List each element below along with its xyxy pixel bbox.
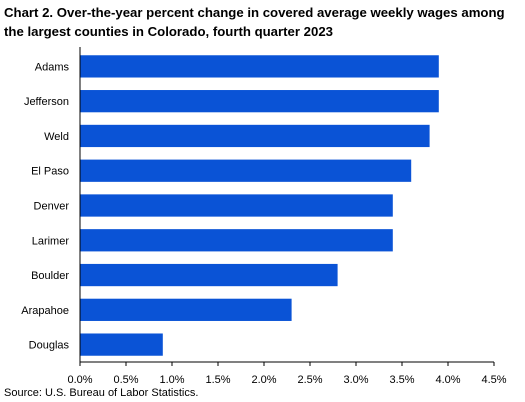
x-tick-label: 3.0% (343, 374, 368, 386)
x-tick-label: 2.0% (251, 374, 276, 386)
bar-arapahoe (80, 298, 292, 321)
bar-adams (80, 55, 439, 78)
category-label: Douglas (29, 340, 70, 352)
x-tick-label: 0.0% (67, 374, 92, 386)
source-note: Source: U.S. Bureau of Labor Statistics. (4, 387, 199, 399)
bar-douglas (80, 333, 163, 356)
category-label: Adams (35, 61, 70, 73)
bar-larimer (80, 229, 393, 252)
category-label: Weld (44, 131, 69, 143)
category-label: Boulder (31, 270, 69, 282)
bar-boulder (80, 263, 338, 287)
x-tick-label: 4.5% (481, 374, 506, 386)
category-label: Jefferson (24, 96, 69, 108)
category-labels: Adams Jefferson Weld El Paso Denver Larimer Bo… (21, 61, 69, 351)
chart-title: Chart 2. Over-the-year percent change in… (4, 5, 505, 39)
x-tick-label: 1.0% (159, 374, 184, 386)
category-label: Denver (34, 201, 70, 213)
category-label: El Paso (31, 166, 69, 178)
category-label: Arapahoe (21, 305, 69, 317)
x-tick-label: 3.5% (389, 374, 414, 386)
bar-jefferson (80, 90, 439, 113)
x-tick-label: 4.0% (435, 374, 460, 386)
bar-denver (80, 194, 393, 217)
x-tick-label: 1.5% (205, 374, 230, 386)
bar-weld (80, 124, 430, 148)
bars-group (80, 55, 439, 356)
x-tick-label: 2.5% (297, 374, 322, 386)
x-axis: 0.0% 0.5% 1.0% 1.5% 2.0% 2.5% 3.0% 3.5% 4.0% 4.5% (67, 47, 507, 386)
category-label: Larimer (32, 235, 70, 247)
bar-el-paso (80, 159, 412, 182)
x-tick-label: 0.5% (113, 374, 138, 386)
